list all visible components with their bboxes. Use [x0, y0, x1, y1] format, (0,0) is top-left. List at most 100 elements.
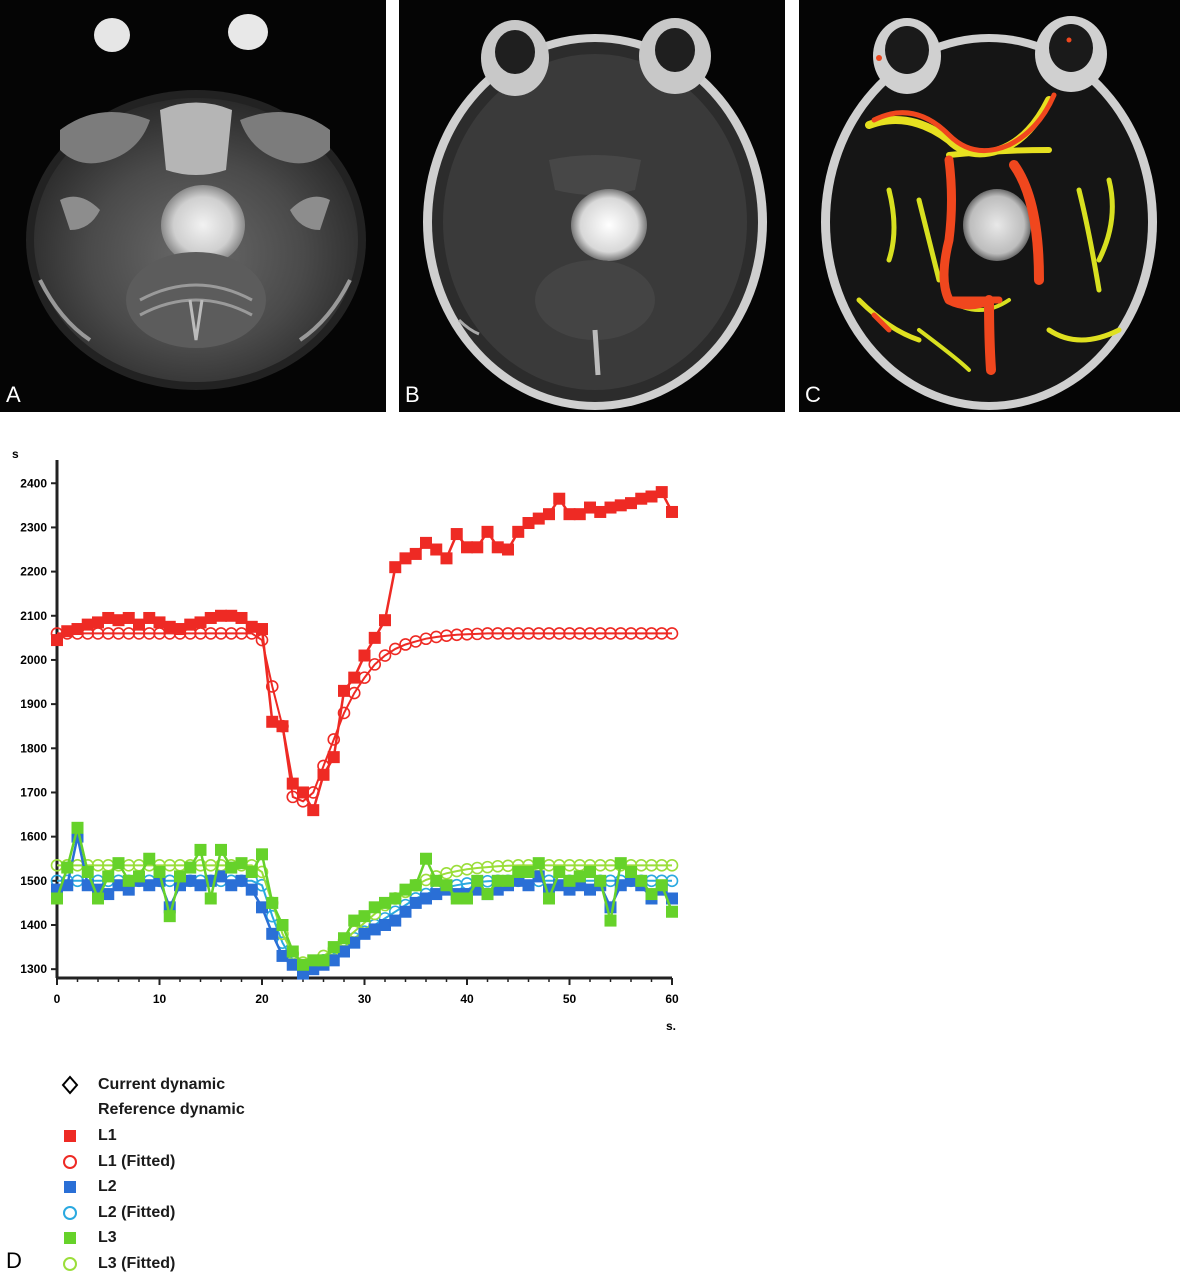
legend-label: L3 — [98, 1229, 117, 1247]
data-point — [143, 879, 156, 892]
y-tick-label: 1500 — [20, 874, 47, 888]
fitted-point — [665, 627, 679, 640]
data-point — [399, 905, 412, 918]
data-point — [430, 874, 443, 887]
data-point — [143, 852, 156, 865]
data-point — [553, 492, 566, 505]
data-point — [245, 865, 258, 878]
data-point — [102, 870, 115, 883]
data-point — [51, 892, 63, 905]
data-point — [81, 618, 94, 631]
y-tick-label: 1700 — [20, 785, 47, 799]
legend-marker-icon — [63, 1154, 77, 1169]
data-point — [235, 857, 248, 870]
data-point — [430, 543, 443, 556]
data-point — [502, 543, 514, 556]
data-point — [256, 848, 268, 861]
data-point — [204, 892, 217, 905]
data-point — [61, 625, 74, 638]
data-point — [112, 857, 125, 870]
data-point — [430, 888, 443, 901]
data-point — [512, 525, 525, 538]
legend-marker-icon — [63, 1205, 77, 1220]
data-point — [286, 777, 299, 790]
data-point — [102, 611, 115, 624]
legend-label: Reference dynamic — [98, 1101, 245, 1119]
data-point — [225, 879, 238, 892]
data-point — [450, 528, 463, 541]
data-point — [92, 892, 104, 905]
data-point — [573, 870, 586, 883]
data-point — [266, 927, 279, 940]
x-tick-label: 20 — [255, 992, 269, 1006]
x-tick-label: 0 — [54, 992, 61, 1006]
data-point — [286, 945, 299, 958]
data-point — [174, 623, 186, 636]
data-point — [522, 865, 535, 878]
data-point — [122, 874, 135, 887]
data-point — [645, 490, 658, 503]
mri-image-a — [0, 0, 386, 412]
data-point — [614, 499, 627, 512]
fitted-point — [368, 658, 382, 671]
legend-marker-icon — [64, 1232, 76, 1245]
fitted-point — [388, 642, 402, 656]
data-point — [420, 892, 432, 905]
data-point — [389, 892, 402, 905]
y-tick-label: 1800 — [20, 741, 47, 755]
data-point — [625, 865, 637, 878]
data-point — [327, 751, 340, 764]
data-point — [655, 879, 668, 892]
y-tick-label: 1400 — [20, 918, 47, 932]
panel-letter-b: B — [405, 382, 420, 407]
data-point — [563, 874, 576, 887]
mri-panel-c: C — [799, 0, 1180, 412]
data-point — [491, 541, 504, 554]
data-point — [522, 879, 535, 892]
data-point — [409, 879, 422, 892]
legend-entry: Current dynamic — [56, 1072, 245, 1098]
signal-time-chart: 1300 1400 1500 1600 1700 1800 1900 2000 2100 2200… — [12, 447, 679, 1033]
data-point — [327, 954, 340, 967]
legend-label: L1 — [98, 1126, 117, 1144]
y-tick-label: 2200 — [20, 565, 47, 579]
data-point — [440, 552, 453, 565]
data-point — [420, 536, 432, 549]
legend-entry: L3 — [56, 1226, 245, 1252]
y-tick-label: 2300 — [20, 520, 47, 534]
data-point — [420, 852, 432, 865]
data-point — [635, 492, 648, 505]
series-line — [55, 827, 674, 967]
data-point — [61, 879, 74, 892]
panel-letter-d: D — [6, 1248, 22, 1273]
data-point — [584, 883, 596, 896]
data-point — [317, 768, 330, 781]
data-point — [112, 614, 125, 627]
data-point — [481, 525, 494, 538]
data-point — [297, 958, 309, 971]
data-point — [71, 623, 84, 636]
legend-marker-icon — [56, 1100, 84, 1120]
fitted-point — [378, 649, 392, 662]
data-point — [194, 616, 207, 629]
x-tick-label: 30 — [358, 992, 372, 1006]
data-point — [440, 879, 453, 892]
data-point — [297, 786, 309, 799]
data-point — [133, 870, 145, 883]
data-point — [655, 486, 668, 499]
data-point — [389, 561, 402, 574]
data-point — [225, 861, 238, 874]
data-point — [338, 684, 350, 697]
legend-label: L3 (Fitted) — [98, 1254, 176, 1272]
legend-marker-icon — [64, 1181, 76, 1194]
data-point — [307, 804, 320, 817]
data-point — [276, 949, 289, 962]
data-point — [553, 865, 566, 878]
data-point — [543, 892, 555, 905]
data-point — [471, 541, 484, 554]
legend-entry: L2 (Fitted) — [56, 1200, 245, 1226]
data-point — [122, 611, 135, 624]
data-point — [266, 896, 279, 909]
y-axis-label: s — [12, 447, 19, 461]
data-point — [338, 932, 350, 945]
